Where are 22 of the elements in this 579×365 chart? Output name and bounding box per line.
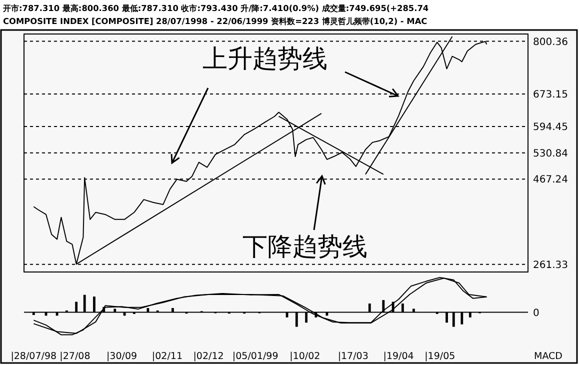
y-tick-label: 530.84 [533, 148, 568, 160]
x-tick-label: |30/09 [106, 351, 138, 362]
x-tick-label: |19/04 [383, 351, 414, 362]
y-tick-label: 673.15 [533, 89, 568, 100]
chart-subtitle: COMPOSITE INDEX [COMPOSITE] 28/07/1998 - 22/06/1999 资料数=223 博灵哲儿频带(10,2) - MAC [3, 16, 428, 26]
y-tick-label: 467.24 [533, 174, 568, 186]
text: MACD [534, 351, 562, 362]
x-tick-label: |02/11 [152, 351, 182, 362]
x-tick-label: |28/07/98 [10, 351, 57, 362]
annotation: 下降趋势线 [242, 232, 368, 261]
x-tick-label: |10/02 [290, 351, 320, 362]
y-tick-label: 800.36 [533, 36, 568, 48]
x-tick-label: |05/01/99 [232, 351, 278, 362]
x-tick-label: |17/03 [338, 351, 368, 362]
text: 0 [533, 308, 540, 320]
x-tick-label: |02/12 [193, 351, 224, 362]
y-tick-label: 594.45 [533, 122, 568, 134]
annotation: 上升趋势线 [202, 44, 328, 73]
y-tick-label: 261.33 [533, 260, 568, 271]
x-tick-label: |19/05 [424, 351, 456, 362]
x-tick-label: |27/08 [60, 351, 90, 362]
chart-title: 开市:787.310 最高:800.360 最低:787.310 收市:793.430 升/降:7.410(0.9%) 成交量:749.695(+285.74 [2, 3, 429, 13]
